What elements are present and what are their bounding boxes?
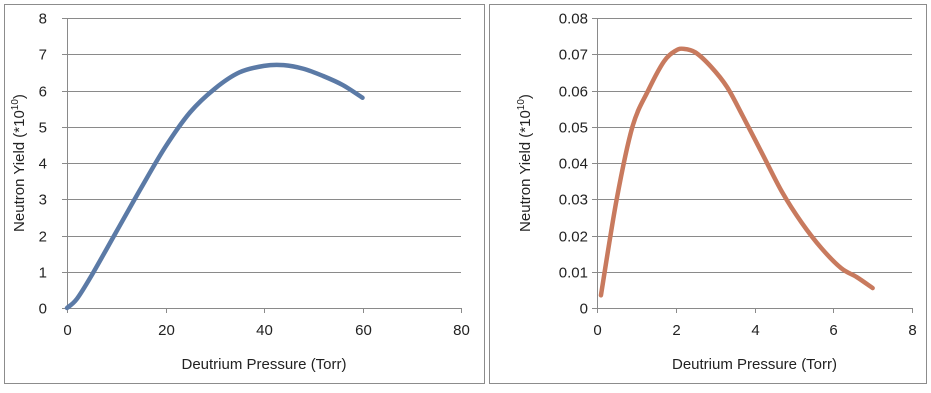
x-tick-label: 8: [908, 322, 916, 339]
x-tick-label: 2: [672, 322, 680, 339]
y-axis-title-suffix: ): [11, 94, 28, 99]
x-tick-label: 6: [829, 322, 837, 339]
y-tick-label: 0.04: [559, 156, 588, 173]
y-axis-title: Neutron Yield (*1010): [516, 94, 534, 232]
y-tick-label: 3: [39, 192, 47, 209]
y-tick-label: 0.03: [559, 192, 588, 209]
y-axis-title-text: Neutron Yield (*10: [517, 110, 534, 232]
y-tick-label: 6: [39, 84, 47, 101]
y-tick-label: 7: [39, 47, 47, 64]
y-tick-label: 0.06: [559, 84, 588, 101]
x-tick-label: 80: [453, 322, 470, 339]
y-tick-label: 8: [39, 11, 47, 28]
series-line-1: [64, 62, 365, 311]
x-tick-label: 0: [63, 322, 71, 339]
x-axis-title: Deutrium Pressure (Torr): [181, 356, 346, 373]
x-axis-title: Deutrium Pressure (Torr): [672, 356, 837, 373]
y-axis-title-superscript: 10: [10, 99, 21, 111]
y-tick-label: 0.07: [559, 47, 588, 64]
y-tick-label: 0.05: [559, 120, 588, 137]
y-tick-label: 0.08: [559, 11, 588, 28]
y-tick-label: 1: [39, 265, 47, 282]
chart-frame: [4, 4, 485, 384]
y-axis-title-superscript: 10: [516, 99, 527, 111]
x-tick-label: 0: [593, 322, 601, 339]
y-tick-label: 0: [580, 301, 588, 318]
y-tick-label: 5: [39, 120, 47, 137]
y-axis-title: Neutron Yield (*1010): [10, 94, 28, 232]
x-tick-label: 4: [751, 322, 759, 339]
y-tick-label: 0.01: [559, 265, 588, 282]
y-axis-title-suffix: ): [517, 94, 534, 99]
x-tick-label: 40: [256, 322, 273, 339]
x-tick-label: 60: [355, 322, 372, 339]
y-tick-label: 0: [39, 301, 47, 318]
chart-frame: [489, 4, 927, 384]
chart-panel-2: 0 0.01 0.02 0.03 0.04 0.05 0.06 0.07 0.08 0 2 4 6 8 De…: [489, 4, 927, 384]
x-tick-label: 20: [158, 322, 175, 339]
y-tick-label: 2: [39, 229, 47, 246]
y-tick-label: 4: [39, 156, 47, 173]
y-axis-title-text: Neutron Yield (*10: [11, 110, 28, 232]
y-tick-label: 0.02: [559, 229, 588, 246]
series-line-1: [598, 46, 875, 298]
